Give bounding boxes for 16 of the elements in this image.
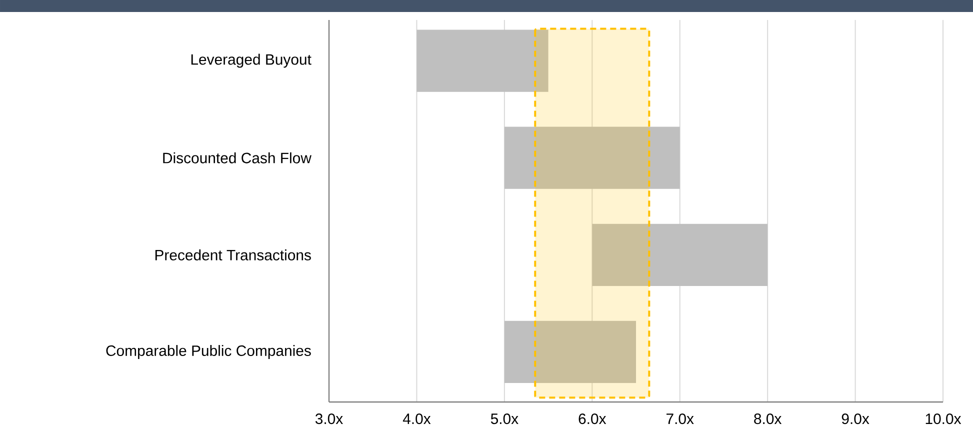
bar [504,126,680,189]
y-tick-label: Precedent Transactions [155,249,311,260]
x-tick-label: 7.0x [666,414,694,424]
y-tick-label: Leveraged Buyout [191,54,312,68]
bar [416,30,548,92]
bar [504,320,636,384]
y-tick-label: Comparable Public Companies [106,345,311,359]
y-tick-label: Discounted Cash Flow [163,152,312,164]
x-tick-label: 3.0x [315,414,343,424]
x-tick-label: 4.0x [402,414,431,424]
x-tick-label: 9.0x [842,414,870,424]
x-tick-label: 10.0x [926,414,962,424]
x-tick-label: 8.0x [754,414,782,424]
x-tick-label: 5.0x [490,414,518,424]
bar [592,224,768,286]
x-tick-label: 6.0x [578,414,606,424]
